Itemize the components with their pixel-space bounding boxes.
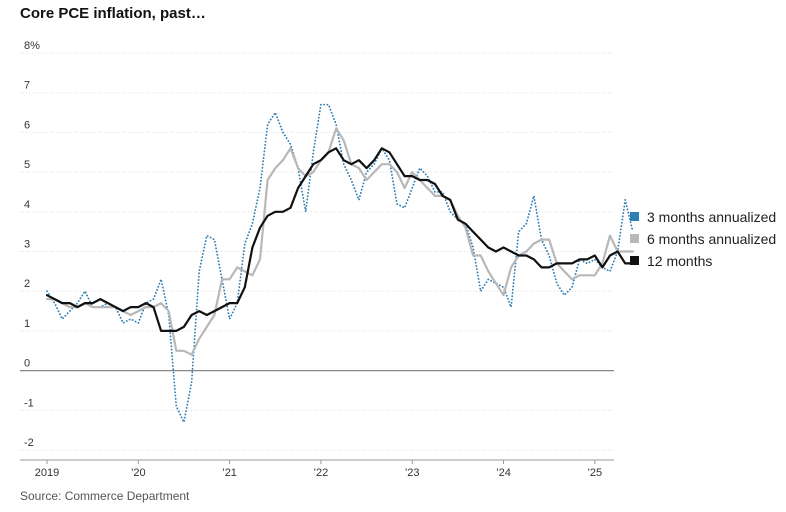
y-tick-label: 8% (24, 40, 40, 52)
series-line-3-months-annualized (46, 103, 634, 424)
legend-swatch (630, 212, 639, 221)
legend-label: 6 months annualized (647, 231, 776, 247)
x-tick-label: ’22 (314, 467, 329, 479)
x-tick-label: 2019 (35, 467, 59, 479)
axis-layer: 8% 7 6 5 4 3 2 1 0 -1 -2 2019 ’20 ’21 ’22 ’23 ’24 ’25 (20, 40, 614, 479)
legend-swatch (630, 256, 639, 265)
x-tick-label: ’23 (405, 467, 420, 479)
series-line-6-months-annualized (45, 127, 634, 356)
chart-title: Core PCE inflation, past… (20, 5, 206, 22)
x-tick-label: ’21 (222, 467, 237, 479)
grid-layer (20, 52, 614, 451)
y-tick-label: 7 (24, 80, 30, 92)
legend-swatch (630, 234, 639, 243)
x-tick-label: ’20 (131, 467, 146, 479)
y-tick-label: 4 (24, 199, 30, 211)
x-tick-label: ’25 (587, 467, 602, 479)
legend-label: 12 months (647, 253, 712, 269)
legend: 3 months annualized 6 months annualized 12… (630, 209, 776, 269)
x-tick-label: ’24 (496, 467, 511, 479)
series-layer (45, 103, 634, 424)
y-tick-label: 1 (24, 318, 30, 330)
y-tick-label: -2 (24, 437, 34, 449)
series-line-12-months (45, 147, 634, 332)
source-note: Source: Commerce Department (20, 489, 190, 503)
y-tick-label: 5 (24, 159, 30, 171)
y-tick-label: 2 (24, 278, 30, 290)
y-tick-label: -1 (24, 397, 34, 409)
legend-label: 3 months annualized (647, 209, 776, 225)
y-tick-label: 3 (24, 239, 30, 251)
y-tick-label: 0 (24, 358, 30, 370)
y-tick-label: 6 (24, 119, 30, 131)
